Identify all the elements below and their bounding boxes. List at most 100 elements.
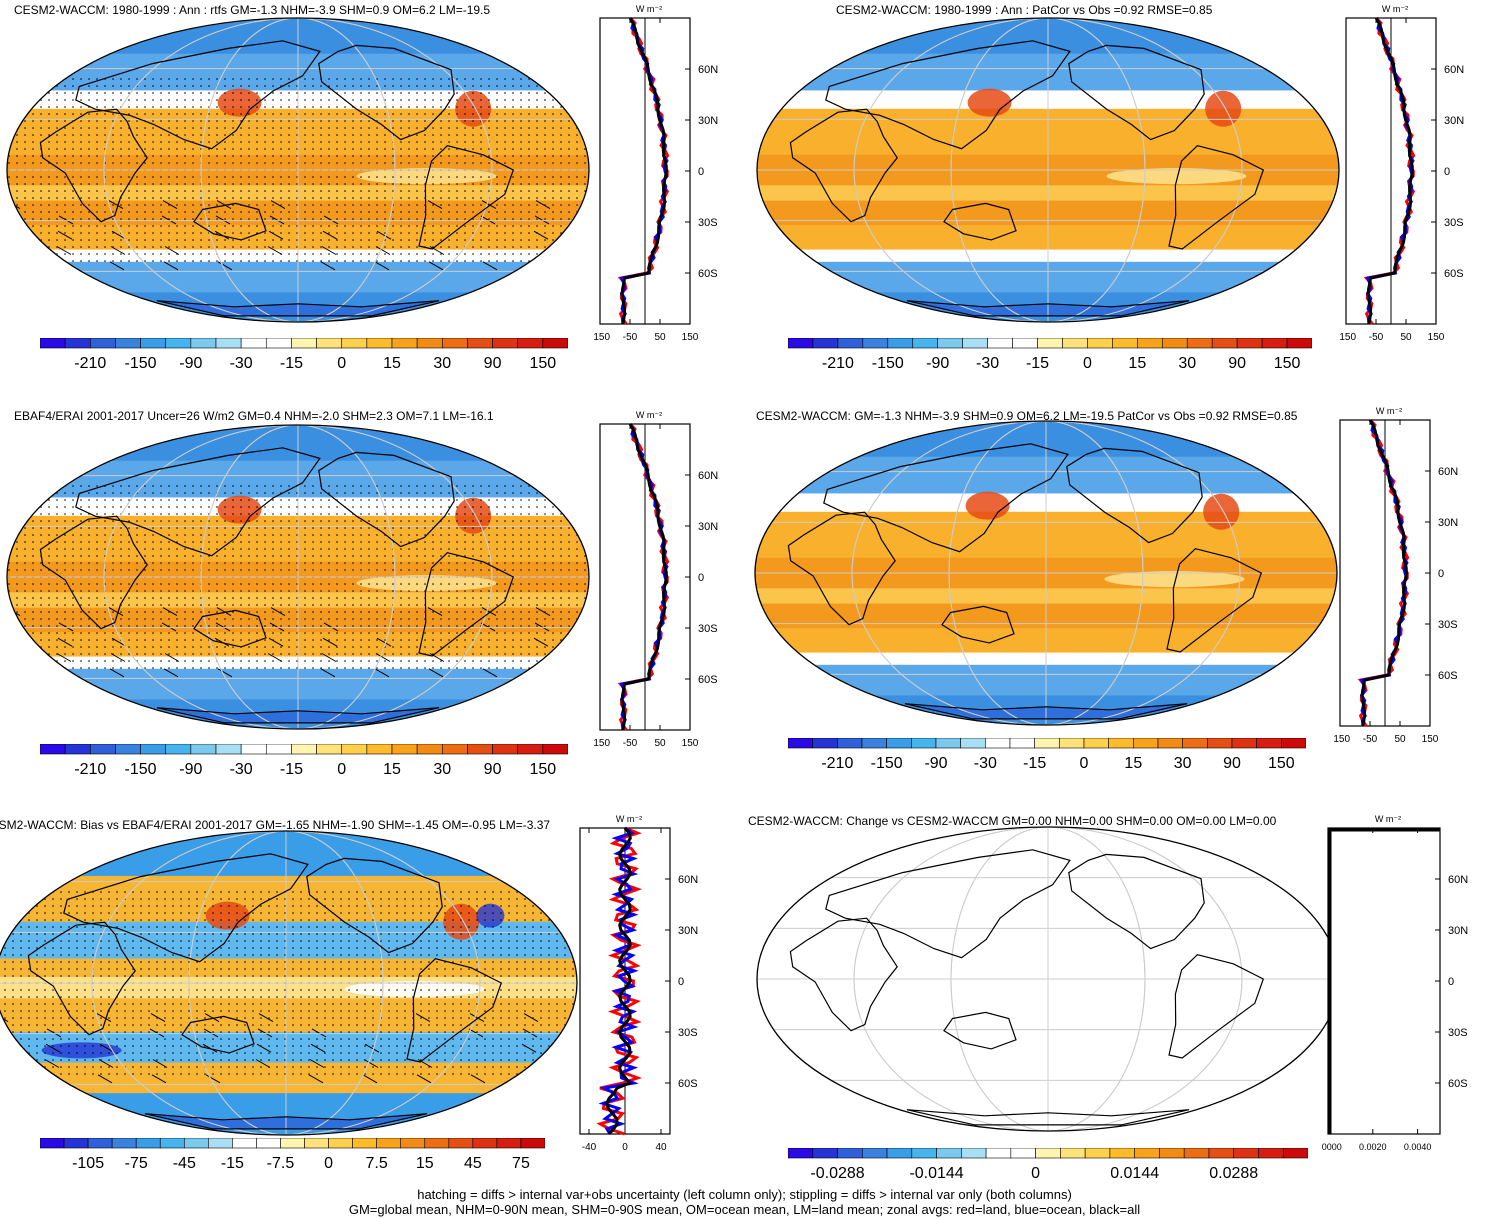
warm-anomaly (455, 90, 492, 127)
coastline (144, 1113, 428, 1130)
colorbar-swatch (517, 744, 544, 755)
colorbar-swatch (985, 1148, 1012, 1159)
colorbar-swatch (837, 338, 864, 349)
map-band (0, 1062, 577, 1095)
zonal-mean-plot: W m⁻² 60N 30N 0 30S 60S -150 -50 50 150 (594, 410, 718, 749)
colorbar-swatch (366, 338, 393, 349)
colorbar-label: 90 (1228, 355, 1246, 372)
map-band (7, 108, 589, 156)
colorbar-swatch (140, 744, 167, 755)
coastline (156, 300, 440, 317)
zonal-mean-plot: W m⁻² 60N 30N 0 30S 60S -150 -50 50 150 (594, 4, 718, 343)
zonal-lat-label: 60N (1448, 874, 1468, 886)
colorbar-swatch (935, 738, 961, 749)
coastline (406, 958, 503, 1063)
map-layer (7, 425, 589, 729)
colorbar-swatch (159, 1138, 185, 1149)
colorbar-swatch (111, 1138, 137, 1149)
zonal-x-label: 0.0040 (1404, 1142, 1432, 1152)
map-band (7, 460, 589, 499)
zonal-unit-label: W m⁻² (636, 4, 662, 14)
zonal-lat-label: 30N (1444, 115, 1464, 127)
panel-title: CESM2-WACCM: GM=-1.3 NHM=-3.9 SHM=0.9 OM… (756, 409, 1298, 423)
coastline (1168, 954, 1265, 1059)
colorbar-label: -15 (280, 355, 303, 372)
colorbar-swatch (1183, 1148, 1210, 1159)
map-band (755, 652, 1337, 666)
map-panel (6, 424, 590, 730)
map-band (757, 249, 1339, 263)
colorbar-swatch (492, 744, 519, 755)
map-border (6, 424, 590, 730)
graticule-meridian (950, 18, 1146, 322)
colorbar-swatch (115, 338, 141, 349)
colorbar-swatch (1059, 738, 1085, 749)
colorbar-label: 150 (530, 355, 557, 372)
zonal-lat-label: 60N (678, 874, 698, 886)
colorbar-swatch (496, 1138, 522, 1149)
colorbar-swatch (911, 738, 937, 749)
colorbar-swatch (1182, 738, 1208, 749)
colorbar-swatch (215, 338, 242, 349)
zonal-lat-label: 30S (698, 217, 718, 229)
graticule-meridian (200, 18, 396, 322)
colorbar-label: -0.0288 (810, 1165, 864, 1182)
colorbar-swatch (788, 1148, 814, 1159)
coastline (63, 853, 309, 963)
zonal-lat-label: 60S (1438, 670, 1458, 682)
colorbar-swatch (400, 1138, 426, 1149)
colorbar-swatch (165, 744, 192, 755)
colorbar-swatch (962, 338, 988, 349)
warm-anomaly (443, 903, 480, 940)
colorbar-label: 15 (383, 761, 401, 778)
warm-anomaly (217, 495, 262, 524)
colorbar-label: -30 (976, 355, 999, 372)
colorbar-swatch (837, 1148, 863, 1159)
zonal-x-label: -150 (594, 332, 610, 343)
warm-anomaly (205, 901, 250, 930)
colorbar-label: -75 (125, 1155, 148, 1172)
zonal-mean-plot: W m⁻² 60N 30N 0 30S 60S -40 0 40 (579, 814, 698, 1153)
map-border (754, 420, 1338, 726)
colorbar-swatch (1233, 1148, 1259, 1159)
colorbar-swatch (1134, 1148, 1160, 1159)
zonal-lat-label: 30S (698, 623, 718, 635)
zonal-unit-label: W m⁻² (636, 410, 662, 420)
zonal-curve-all (605, 827, 633, 1136)
map-border (0, 830, 578, 1136)
colorbar-label: -90 (926, 355, 949, 372)
panel-title: CESM2-WACCM: 1980-1999 : Ann : PatCor vs… (836, 3, 1213, 17)
map-band (755, 511, 1337, 559)
zonal-x-label: -50 (623, 738, 638, 749)
zonal-mean-plot: W m⁻² 60N 30N 0 30S 60S -150 -50 50 150 (1334, 406, 1458, 745)
coastline (1066, 447, 1203, 544)
zonal-unit-label: W m⁻² (1375, 814, 1401, 824)
colorbar-swatch (1137, 338, 1163, 349)
colorbar-swatch (165, 338, 192, 349)
colorbar-swatch (391, 338, 418, 349)
colorbar-swatch (208, 1138, 233, 1149)
map-layer (7, 18, 589, 322)
zonal-x-label: 150 (682, 738, 699, 749)
colorbar: -105-75-45-15-7.507.5154575105 (40, 1138, 545, 1172)
panel-title: CESM2-WACCM: Change vs CESM2-WACCM GM=0.… (748, 814, 1277, 828)
zonal-x-label: 0 (622, 1142, 628, 1153)
cold-tongue (356, 168, 497, 185)
zonal-x-label: 50 (654, 738, 666, 749)
colorbar-swatch (63, 1138, 89, 1149)
colorbar-swatch (280, 1138, 305, 1149)
colorbar-swatch (812, 338, 839, 349)
colorbar-swatch (190, 338, 217, 349)
zonal-x-label: -150 (1340, 332, 1356, 343)
zonal-lat-label: 60N (1444, 64, 1464, 76)
map-panel (6, 17, 590, 323)
map-band (7, 632, 589, 658)
cold-tongue (344, 981, 485, 998)
map-band (755, 456, 1337, 495)
colorbar-swatch (788, 738, 813, 749)
colorbar-label: 90 (484, 761, 502, 778)
graticule-meridian (91, 831, 481, 1135)
footer-note-hatching: hatching = diffs > internal var+obs unce… (417, 1187, 1072, 1202)
map-band (757, 53, 1339, 92)
graticule-meridian (851, 421, 1241, 725)
